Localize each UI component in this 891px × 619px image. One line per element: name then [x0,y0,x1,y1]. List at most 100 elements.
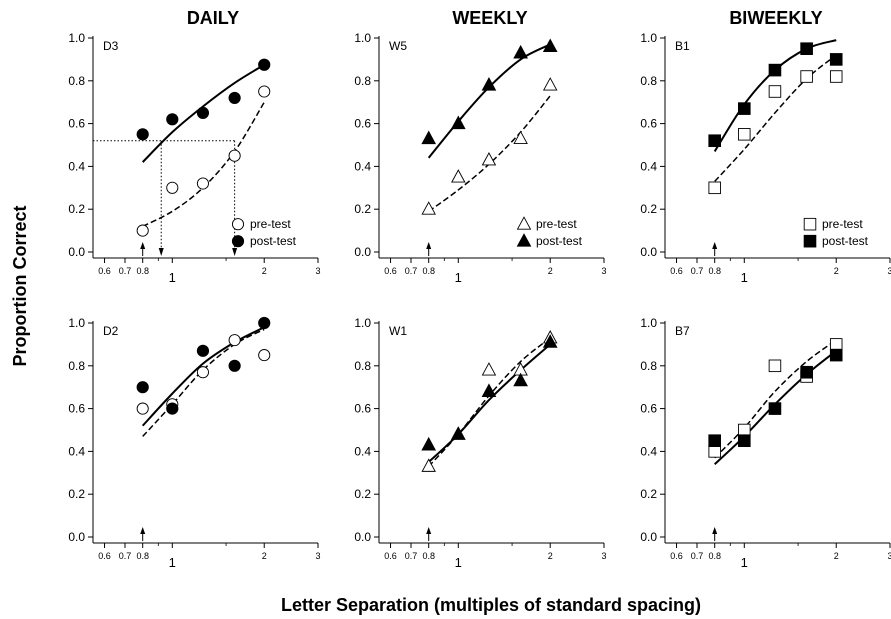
y-tick-label: 0.6 [68,117,85,131]
y-tick-label: 0.6 [640,402,657,416]
x-tick-label: 3 [601,266,606,276]
x-tick-label: 2 [548,266,553,276]
x-tick-label: 0.6 [98,551,111,561]
post-test-point [768,402,782,415]
x-tick-label: 0.8 [708,551,721,561]
threshold-arrow-head [140,242,146,249]
y-tick-label: 0.4 [354,444,371,458]
pre-test-point [708,181,721,195]
panel-d2: 0.0 0.2 0.4 0.6 0.8 1.0 0.6 0.7 0.8 1 2 3 D2 [68,316,320,570]
post-test-point [542,334,558,348]
post-test-point [513,372,528,387]
y-tick-label: 0.0 [640,245,657,259]
panel-b1: 0.0 0.2 0.4 0.6 0.8 1.0 0.6 0.7 0.8 1 2 3 B1 pre-test… [640,31,891,285]
column-title-biweekly: BIWEEKLY [729,8,822,28]
threshold-drop-arrow [158,248,164,256]
pre-test-point [166,181,179,194]
pre-test-point [258,349,271,362]
post-test-point [542,38,558,53]
x-tick-label: 2 [262,266,267,276]
panel-label: W5 [389,39,407,53]
y-tick-label: 0.8 [68,359,85,373]
pre-test-point [136,402,149,415]
panel-label: D3 [103,39,119,53]
panel-d3: 0.0 0.2 0.4 0.6 0.8 1.0 0.6 0.7 0.8 1 2 3 D3 pre-test… [68,31,320,285]
y-tick-label: 0.0 [640,530,657,544]
post-test-point [481,383,497,397]
x-tick-label: 0.6 [384,551,397,561]
post-test-point [450,426,466,440]
x-tick-label: 2 [834,266,839,276]
pre-test-point [829,338,843,351]
pre-test-point [542,77,558,91]
x-tick-label: 0.6 [670,551,683,561]
post-test-point [513,44,528,59]
legend-label: post-test [822,234,869,248]
post-test-point [737,102,751,115]
post-test-point [136,381,149,394]
x-tick-label: 0.7 [691,266,704,276]
pre-test-point [196,177,209,190]
y-tick-label: 0.0 [68,245,85,259]
fit-curve-pre-test [142,101,265,227]
x-tick-label: 0.6 [384,266,397,276]
pre-test-point [136,224,149,237]
y-tick-label: 1.0 [640,31,657,45]
fit-curve-post-test [141,326,265,427]
pre-test-point [800,70,813,83]
x-tick-label: 2 [834,551,839,561]
y-tick-label: 0.0 [68,530,85,544]
legend-marker [231,218,245,231]
post-test-point [258,58,271,71]
post-test-point [708,434,721,447]
pre-test-point [708,445,721,458]
y-tick-label: 0.8 [68,74,85,88]
panel-w1: 0.0 0.2 0.4 0.6 0.8 1.0 0.6 0.7 0.8 1 2 3 W1 [354,316,606,570]
post-test-point [421,130,437,145]
panel-label: B1 [675,39,690,53]
legend-label: post-test [250,234,297,248]
post-test-point [829,348,843,362]
y-tick-label: 1.0 [68,316,85,330]
x-tick-label: 1 [741,555,748,570]
threshold-arrow-head [140,527,146,534]
x-tick-label: 0.7 [405,551,418,561]
x-tick-label: 0.6 [670,266,683,276]
panel-label: B7 [675,324,690,338]
fit-curve-pre-test [428,337,551,467]
y-tick-label: 1.0 [354,31,371,45]
x-tick-label: 1 [741,270,748,285]
post-test-point [800,365,813,379]
post-test-point [829,53,843,66]
pre-test-point [228,334,241,347]
y-tick-label: 1.0 [68,31,85,45]
y-tick-label: 0.2 [68,487,85,501]
legend-label: pre-test [822,217,863,231]
post-test-point [228,359,241,372]
x-tick-label: 1 [169,555,176,570]
threshold-arrow-head [712,527,718,534]
panels: 0.0 0.2 0.4 0.6 0.8 1.0 0.6 0.7 0.8 1 2 3 D3 pre-test… [68,31,891,570]
pre-test-point [196,366,209,379]
post-test-point [166,402,179,415]
x-axis-title: Letter Separation (multiples of standard… [281,595,701,615]
pre-test-point [421,201,436,215]
fit-curve-post-test [427,43,551,159]
column-title-weekly: WEEKLY [452,8,527,28]
post-test-point [166,113,179,126]
x-tick-label: 3 [315,266,320,276]
fit-curve-pre-test [142,328,265,437]
pre-test-point [451,169,466,183]
y-tick-label: 0.8 [354,359,371,373]
column-title-daily: DAILY [187,8,239,28]
x-tick-label: 0.7 [119,266,132,276]
post-test-point [228,91,241,105]
y-tick-label: 1.0 [354,316,371,330]
x-tick-label: 0.8 [136,266,149,276]
y-tick-label: 0.6 [354,402,371,416]
y-tick-label: 0.2 [354,202,371,216]
legend-label: pre-test [250,217,291,231]
y-tick-label: 0.4 [354,159,371,173]
y-tick-label: 0.2 [68,202,85,216]
